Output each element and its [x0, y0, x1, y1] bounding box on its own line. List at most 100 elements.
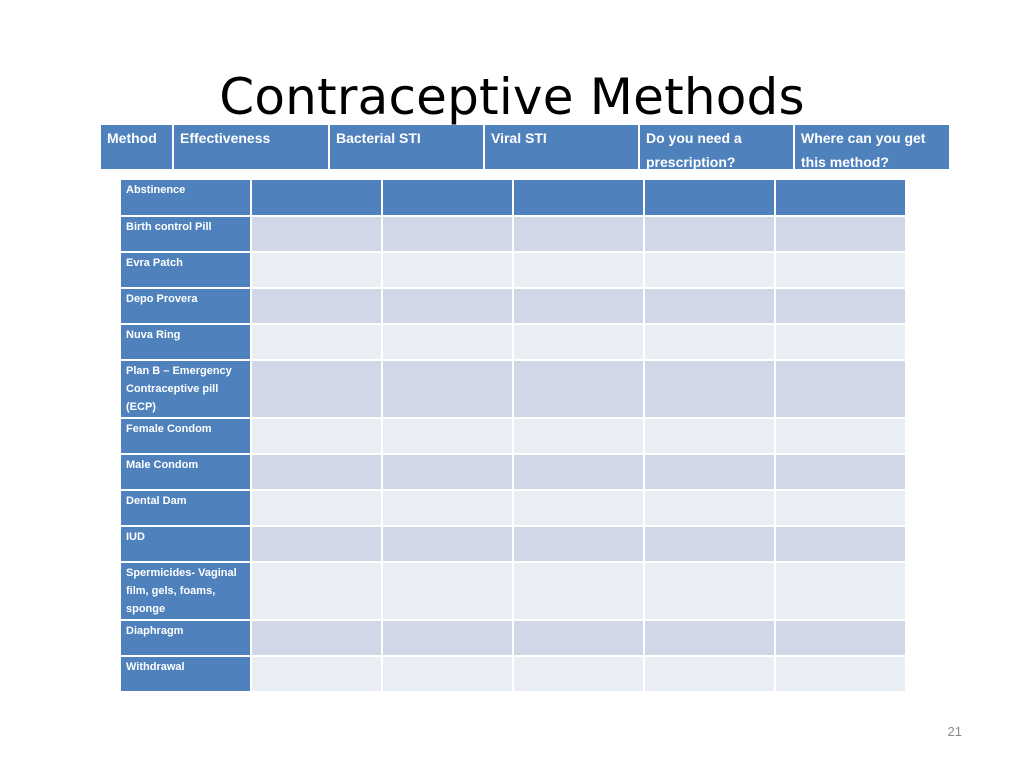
method-label: Female Condom	[119, 417, 252, 455]
method-label: Male Condom	[119, 453, 252, 491]
table-cell	[774, 178, 907, 217]
table-cell	[381, 525, 514, 563]
table-cell	[381, 178, 514, 217]
table-cell	[774, 453, 907, 491]
table-cell	[512, 453, 645, 491]
table-cell	[643, 561, 776, 621]
method-label: Plan B – Emergency Contraceptive pill (E…	[119, 359, 252, 419]
method-label: Depo Provera	[119, 287, 252, 325]
table-cell	[250, 619, 383, 657]
table-row: Nuva Ring	[119, 323, 907, 361]
table-cell	[250, 489, 383, 527]
table-row: Abstinence	[119, 178, 907, 217]
table-row: Plan B – Emergency Contraceptive pill (E…	[119, 359, 907, 419]
table-cell	[512, 655, 645, 693]
table-row: Diaphragm	[119, 619, 907, 657]
table-cell	[774, 359, 907, 419]
table-cell	[643, 417, 776, 455]
table-row: Male Condom	[119, 453, 907, 491]
table-cell	[250, 417, 383, 455]
table-cell	[250, 287, 383, 325]
table-cell	[643, 619, 776, 657]
table-cell	[381, 287, 514, 325]
method-label: Nuva Ring	[119, 323, 252, 361]
table-cell	[774, 561, 907, 621]
table-cell	[774, 323, 907, 361]
table-cell	[381, 619, 514, 657]
table-row: Female Condom	[119, 417, 907, 455]
table-cell	[643, 359, 776, 419]
table-cell	[774, 655, 907, 693]
table-cell	[512, 619, 645, 657]
table-cell	[250, 215, 383, 253]
table-cell	[774, 251, 907, 289]
table-row: Birth control Pill	[119, 215, 907, 253]
methods-table: Abstinence Birth control Pill Evra Patch…	[119, 178, 907, 693]
table-cell	[381, 359, 514, 419]
slide-title: Contraceptive Methods	[219, 68, 805, 126]
table-cell	[643, 215, 776, 253]
table-row: IUD	[119, 525, 907, 563]
table-cell	[643, 655, 776, 693]
table-cell	[512, 561, 645, 621]
table-cell	[774, 489, 907, 527]
table-row: Withdrawal	[119, 655, 907, 693]
table-cell	[643, 251, 776, 289]
table-cell	[512, 287, 645, 325]
table-cell	[774, 215, 907, 253]
table-cell	[512, 489, 645, 527]
table-cell	[381, 561, 514, 621]
table-cell	[381, 453, 514, 491]
table-cell	[250, 178, 383, 217]
table-cell	[381, 655, 514, 693]
table-cell	[381, 489, 514, 527]
table-cell	[512, 323, 645, 361]
table-cell	[381, 417, 514, 455]
table-row: Spermicides- Vaginal film, gels, foams, …	[119, 561, 907, 621]
table-cell	[512, 525, 645, 563]
header-bacterial-sti: Bacterial STI	[330, 125, 485, 169]
method-label: Spermicides- Vaginal film, gels, foams, …	[119, 561, 252, 621]
table-header: Method Effectiveness Bacterial STI Viral…	[101, 125, 949, 169]
table-cell	[643, 323, 776, 361]
table-cell	[250, 655, 383, 693]
header-effectiveness: Effectiveness	[174, 125, 330, 169]
table-cell	[643, 287, 776, 325]
method-label: Evra Patch	[119, 251, 252, 289]
table-cell	[512, 215, 645, 253]
header-method: Method	[101, 125, 174, 169]
table-cell	[774, 417, 907, 455]
table-cell	[250, 359, 383, 419]
table-cell	[774, 287, 907, 325]
header-prescription: Do you need a prescription?	[640, 125, 795, 169]
table-row: Dental Dam	[119, 489, 907, 527]
table-cell	[774, 619, 907, 657]
table-cell	[381, 251, 514, 289]
table-cell	[512, 359, 645, 419]
method-label: Birth control Pill	[119, 215, 252, 253]
table-cell	[512, 417, 645, 455]
table-cell	[512, 178, 645, 217]
table-row: Evra Patch	[119, 251, 907, 289]
table-cell	[643, 453, 776, 491]
table-cell	[643, 525, 776, 563]
table-cell	[381, 323, 514, 361]
table-cell	[381, 215, 514, 253]
table-cell	[643, 489, 776, 527]
table-cell	[250, 251, 383, 289]
table-cell	[774, 525, 907, 563]
method-label: Dental Dam	[119, 489, 252, 527]
table-cell	[250, 525, 383, 563]
method-label: Withdrawal	[119, 655, 252, 693]
table-row: Depo Provera	[119, 287, 907, 325]
page-number: 21	[947, 724, 962, 739]
header-viral-sti: Viral STI	[485, 125, 640, 169]
table-cell	[643, 178, 776, 217]
table-cell	[250, 453, 383, 491]
header-where-to-get: Where can you get this method?	[801, 130, 926, 169]
table-cell	[250, 323, 383, 361]
method-label: IUD	[119, 525, 252, 563]
table-cell	[512, 251, 645, 289]
method-label: Diaphragm	[119, 619, 252, 657]
table-cell	[250, 561, 383, 621]
